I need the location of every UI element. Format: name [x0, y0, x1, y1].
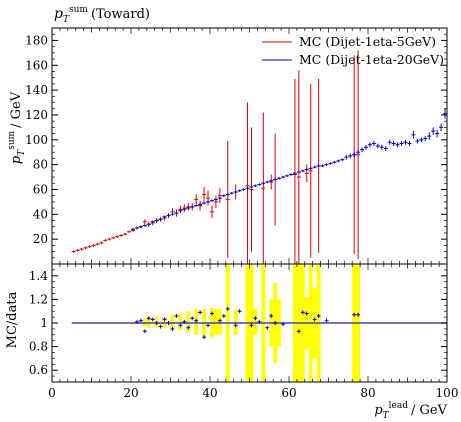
- series-20gev: [131, 108, 447, 231]
- plot-title: pTsum (Toward): [54, 5, 150, 25]
- legend-label-5gev: MC (Dijet-1eta-5GeV): [299, 34, 436, 49]
- xtick-label: 0: [48, 386, 56, 400]
- main-ytick-label: 160: [25, 58, 48, 72]
- xtick-label: 100: [436, 386, 459, 400]
- ratio-ytick-label: 0.8: [29, 340, 48, 354]
- series-5gev: [71, 50, 361, 264]
- main-y-axis-label: pTsum/ GeV: [7, 91, 27, 164]
- main-ytick-label: 20: [33, 232, 48, 246]
- xtick-label: 20: [123, 386, 138, 400]
- x-axis-label: pTlead / GeV: [374, 401, 447, 421]
- ratio-y-axis-label: MC/data: [5, 291, 20, 348]
- xtick-label: 40: [202, 386, 217, 400]
- main-ytick-label: 120: [25, 108, 48, 122]
- legend-item-5gev: MC (Dijet-1eta-5GeV): [262, 34, 436, 49]
- ratio-band-segment: [253, 308, 258, 335]
- ratio-ytick-label: 1: [40, 316, 48, 330]
- legend: MC (Dijet-1eta-5GeV) MC (Dijet-1eta-20Ge…: [262, 34, 444, 67]
- ratio-band-segment: [233, 308, 238, 335]
- ratio-band-segment: [213, 308, 218, 335]
- ratio-panel: 0.6 0.8 1 1.2 1.4 0 20 40 60 80 100: [29, 263, 459, 400]
- main-ytick-label: 60: [33, 182, 48, 196]
- ratio-ytick-label: 0.6: [29, 363, 48, 377]
- legend-label-20gev: MC (Dijet-1eta-20GeV): [299, 52, 444, 67]
- main-panel: 20 40 60 80 100 120 140 160 180: [25, 27, 448, 265]
- main-ytick-label: 180: [25, 33, 48, 47]
- ratio-ytick-label: 1.2: [29, 292, 48, 306]
- legend-item-20gev: MC (Dijet-1eta-20GeV): [262, 52, 444, 67]
- ratio-band-segment: [178, 313, 183, 331]
- main-ytick-label: 80: [33, 158, 48, 172]
- ratio-ytick-label: 1.4: [29, 269, 48, 283]
- main-ytick-label: 40: [33, 207, 48, 221]
- ratio-band-segment: [186, 311, 191, 333]
- xtick-label: 60: [281, 386, 296, 400]
- xtick-label: 80: [360, 386, 375, 400]
- main-ytick-label: 140: [25, 83, 48, 97]
- main-ytick-label: 100: [25, 133, 48, 147]
